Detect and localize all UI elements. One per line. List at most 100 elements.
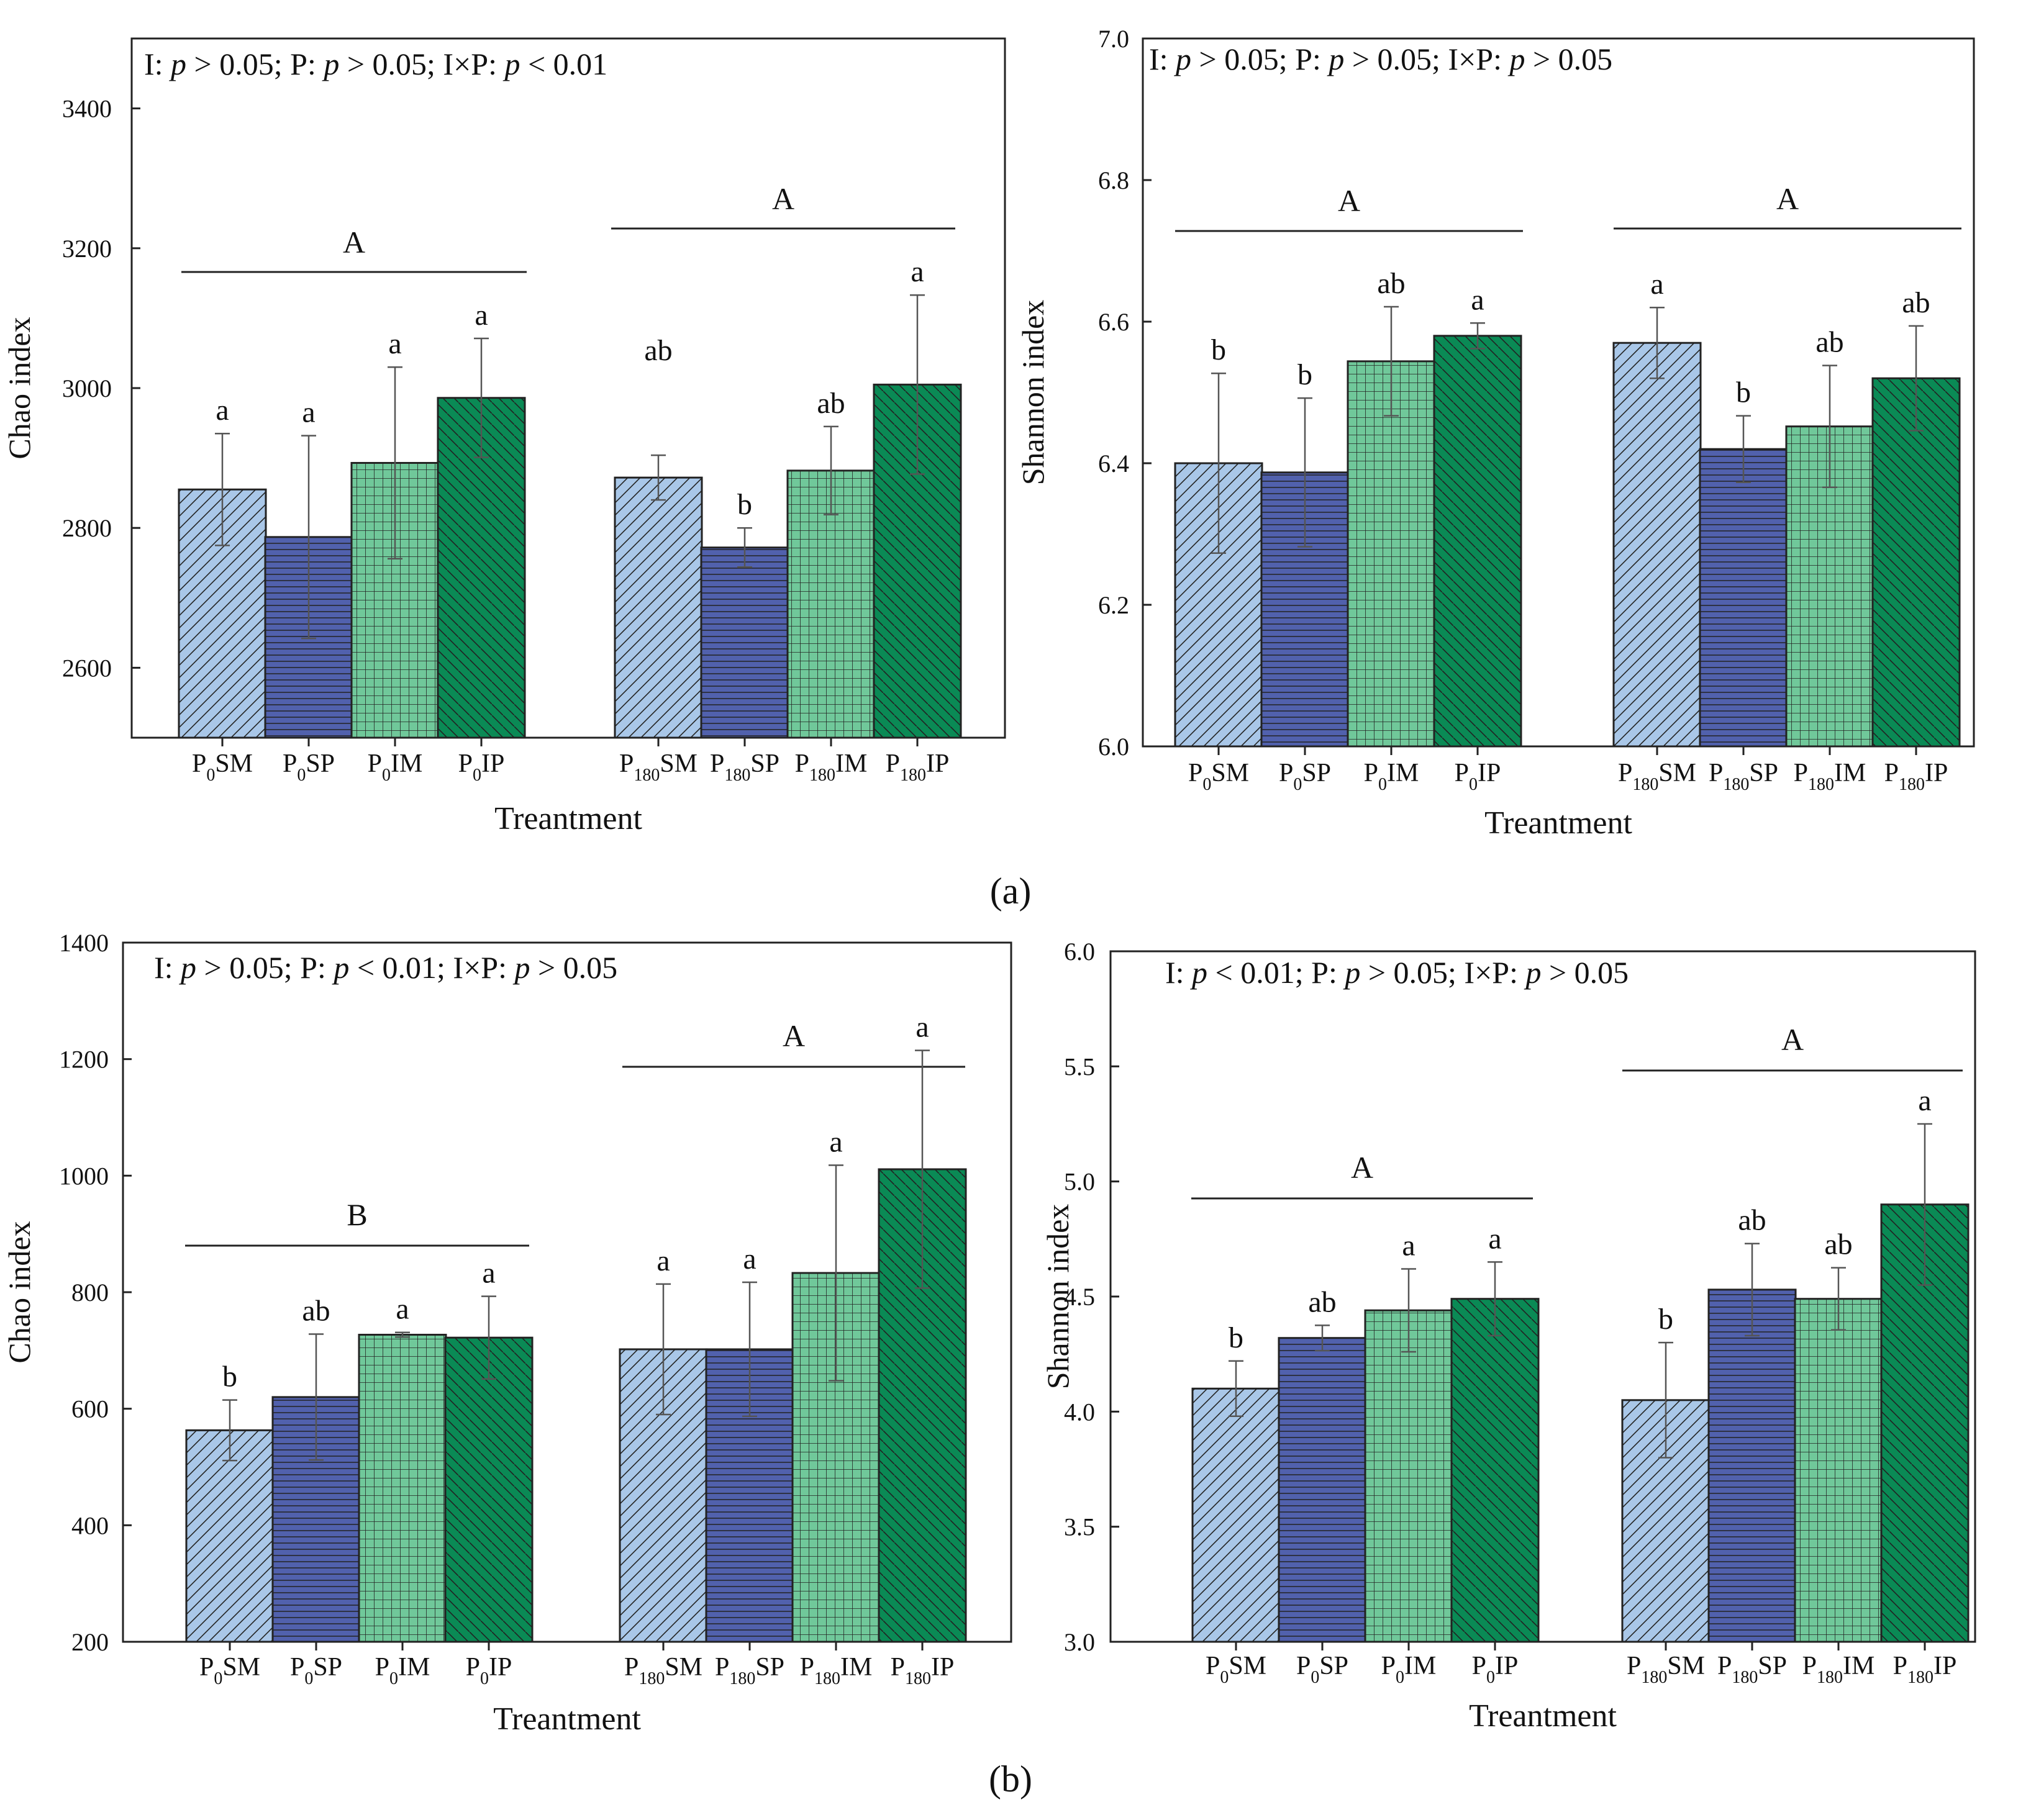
- x-tick-label-subscript: 180: [814, 1669, 840, 1688]
- x-tick-label-prefix: P: [619, 749, 634, 778]
- chart-a-right-shannon: 6.0 6.2 6.4 6.6 6.8 7.0 Shannon index Treantmen…: [1016, 25, 1975, 841]
- group-significance-letter: B: [347, 1197, 367, 1232]
- stats-annotation-part: < 0.01; P:: [1207, 955, 1345, 990]
- x-tick-label-prefix: P: [710, 749, 724, 778]
- bar-significance-letter: a: [302, 396, 315, 429]
- chart-b-right-shannon: 3.0 3.5 4.0 4.5 5.0 5.5 6.0 Shannon index Treant…: [1040, 938, 1976, 1734]
- x-tick-label-prefix: P: [1364, 759, 1378, 787]
- group-significance-letter: A: [1351, 1150, 1373, 1185]
- x-tick-label: P0SM: [1206, 1652, 1266, 1687]
- stats-annotation-part: p: [332, 950, 349, 985]
- x-tick-label-prefix: P: [800, 1653, 814, 1682]
- stats-annotation-part: p: [512, 950, 530, 985]
- x-tick-label-subscript: 0: [214, 1669, 222, 1688]
- bar-P180SP: [1699, 448, 1788, 748]
- x-tick-label: P0SM: [1188, 759, 1249, 794]
- x-tick-label-suffix: SP: [1749, 759, 1778, 787]
- x-tick-label: P0IP: [1472, 1652, 1519, 1687]
- x-tick-label-subscript: 0: [1396, 1668, 1404, 1687]
- x-tick-label: P180SP: [1709, 759, 1778, 794]
- x-tick-label: P180SM: [1618, 759, 1696, 794]
- y-axis-label: Shannon index: [1016, 300, 1050, 486]
- stats-annotation-part: > 0.05; I×P:: [339, 47, 504, 81]
- x-tick-label: P180IP: [891, 1653, 955, 1688]
- x-tick-label-prefix: P: [1206, 1652, 1220, 1680]
- group-significance-letter: A: [783, 1018, 805, 1053]
- bar-P0IM: [358, 1333, 447, 1643]
- x-tick-label: P0IM: [1364, 759, 1419, 794]
- x-tick-label-suffix: SP: [313, 1653, 342, 1682]
- stats-annotation-part: > 0.05: [1541, 955, 1629, 990]
- plot-frame: [1142, 37, 1975, 748]
- x-tick-label: P180SM: [1627, 1652, 1705, 1687]
- x-tick-label-suffix: SM: [222, 1653, 260, 1682]
- x-tick-label-subscript: 0: [304, 1669, 313, 1688]
- group-significance-letter: A: [772, 181, 794, 216]
- x-tick-label-subscript: 180: [809, 766, 835, 785]
- x-tick-label: P180SP: [710, 749, 779, 785]
- y-axis-label: Chao index: [2, 1221, 37, 1363]
- x-tick-label: P180SM: [624, 1653, 702, 1688]
- x-tick-label-suffix: IM: [1404, 1652, 1436, 1680]
- x-tick-label-subscript: 0: [1293, 775, 1302, 794]
- bar-P0SM: [185, 1429, 275, 1643]
- stats-annotation-part: > 0.05; P:: [196, 950, 334, 985]
- x-tick-label-prefix: P: [1381, 1652, 1396, 1680]
- stats-annotation: I: p > 0.05; P: p > 0.05; I×P: p < 0.01: [144, 47, 607, 81]
- x-tick-label-prefix: P: [1794, 759, 1808, 787]
- stats-annotation-part: I:: [154, 950, 181, 985]
- y-tick-label: 6.8: [1098, 166, 1129, 194]
- bar-significance-letter: b: [1211, 333, 1226, 366]
- stats-annotation-part: > 0.05; P:: [1191, 42, 1329, 76]
- group-significance-letter: A: [1338, 183, 1360, 218]
- y-tick-label: 6.4: [1098, 450, 1129, 478]
- x-tick-label-prefix: P: [1296, 1652, 1311, 1680]
- stats-annotation-part: > 0.05: [530, 950, 617, 985]
- bar-significance-letter: a: [829, 1125, 842, 1158]
- y-axis-label: Chao index: [2, 317, 37, 459]
- bar-significance-letter: b: [737, 488, 752, 521]
- x-tick-label: P0SP: [290, 1653, 342, 1688]
- x-tick-label-suffix: SM: [660, 749, 697, 778]
- x-tick-label-suffix: SP: [755, 1653, 784, 1682]
- x-tick-label: P180IM: [795, 749, 868, 785]
- x-tick-label-prefix: P: [1717, 1652, 1732, 1680]
- x-tick-label-subscript: 180: [1723, 775, 1749, 794]
- stats-annotation-part: p: [502, 47, 520, 81]
- bar-significance-letter: a: [475, 299, 488, 332]
- stats-annotation: I: p > 0.05; P: p > 0.05; I×P: p > 0.05: [1149, 42, 1612, 76]
- bar-P180IP: [1871, 377, 1961, 748]
- y-tick-label: 200: [71, 1628, 109, 1656]
- x-tick-label-suffix: IP: [1933, 1652, 1956, 1680]
- bar-significance-letter: ab: [1738, 1204, 1766, 1237]
- y-tick-label: 2800: [62, 514, 112, 542]
- stats-annotation-part: > 0.05; I×P:: [1344, 42, 1509, 76]
- bar-significance-letter: a: [1650, 268, 1663, 301]
- x-tick-label: P180SP: [1717, 1652, 1787, 1687]
- x-tick-label-prefix: P: [1802, 1652, 1817, 1680]
- bar-significance-letter: ab: [1377, 267, 1405, 300]
- x-tick-label-prefix: P: [1709, 759, 1723, 787]
- stats-annotation-part: I:: [1165, 955, 1192, 990]
- x-tick-label-prefix: P: [1279, 759, 1293, 787]
- x-tick-label-prefix: P: [375, 1653, 389, 1682]
- x-tick-label: P180IM: [1794, 759, 1866, 794]
- x-tick-label-suffix: SP: [1319, 1652, 1348, 1680]
- x-axis-label: Treantment: [494, 801, 642, 836]
- stats-annotation-part: I:: [144, 47, 171, 81]
- x-tick-label-suffix: SP: [750, 749, 779, 778]
- y-tick-label: 6.6: [1098, 308, 1129, 336]
- x-tick-label-subscript: 180: [1632, 775, 1658, 794]
- x-tick-label-subscript: 0: [389, 1669, 398, 1688]
- stats-annotation-part: p: [179, 950, 196, 985]
- y-tick-label: 7.0: [1098, 25, 1129, 53]
- x-tick-label-suffix: IP: [489, 1653, 512, 1682]
- x-axis-label: Treantment: [493, 1701, 641, 1737]
- x-tick-label: P0IP: [466, 1653, 512, 1688]
- x-tick-label-suffix: IP: [1495, 1652, 1518, 1680]
- x-tick-label-subscript: 0: [1469, 775, 1478, 794]
- group-significance-letter: A: [343, 225, 365, 260]
- bar-P180SM: [614, 476, 703, 739]
- x-tick-label-subscript: 180: [1899, 775, 1925, 794]
- x-tick-label-subscript: 180: [900, 766, 926, 785]
